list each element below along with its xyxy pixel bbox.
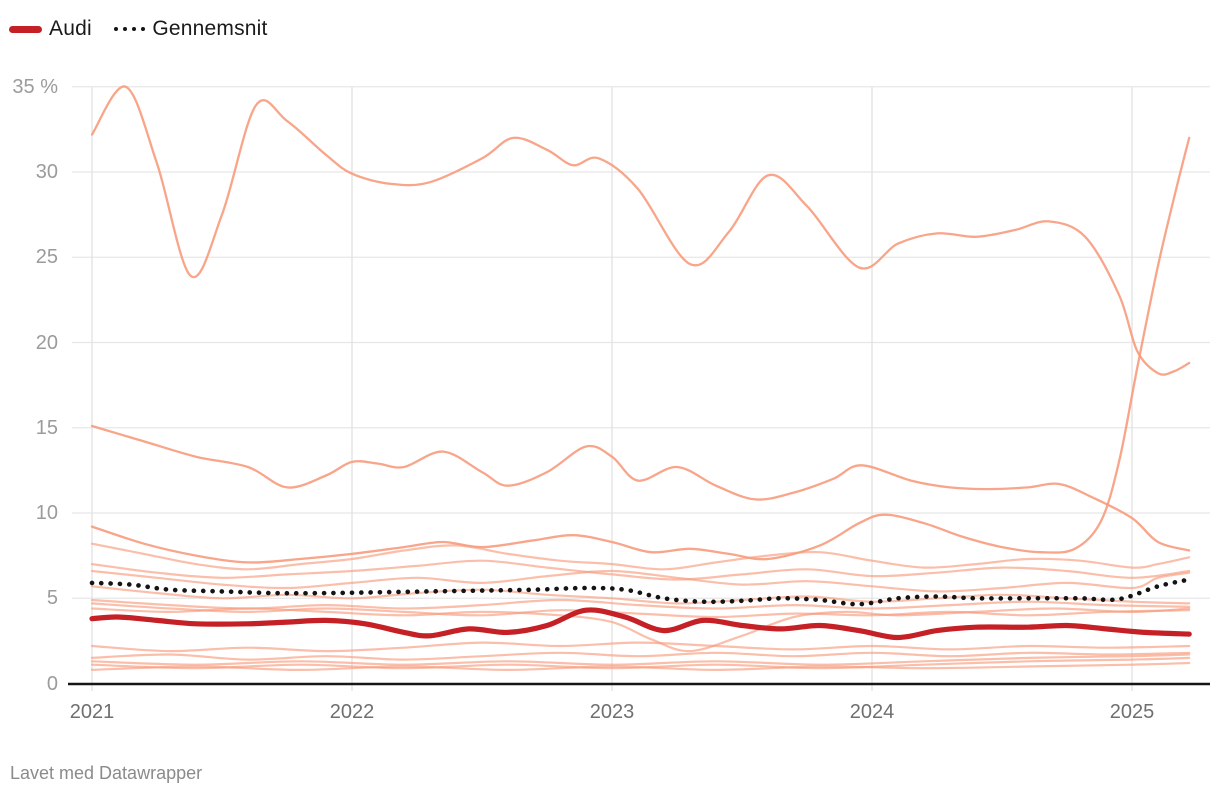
series-gennemsnit[interactable] [89,577,1192,607]
legend-item-audi[interactable]: Audi [9,17,92,41]
y-tick-label-5: 5 [46,587,58,610]
audi-line-swatch-icon [9,25,42,33]
chart-legend: Audi Gennemsnit [9,17,268,41]
y-tick-label-35: 35 % [12,75,58,98]
gennemsnit-dots-swatch-icon [113,26,146,32]
y-tick-label-0: 0 [46,672,58,695]
series-other-12[interactable] [90,651,1191,661]
series-other-13[interactable] [90,653,1191,666]
line-chart-plot[interactable] [0,0,1220,760]
y-tick-label-15: 15 [35,416,58,439]
y-tick-label-25: 25 [35,246,58,269]
series-other-8[interactable] [90,598,1191,610]
x-tick-label-2024: 2024 [849,701,895,723]
x-tick-label-2025: 2025 [1109,701,1155,723]
x-tick-label-2023: 2023 [589,701,635,723]
series-other-6[interactable] [90,569,1191,593]
series-other-2[interactable] [90,424,1191,552]
attribution-text: Lavet med Datawrapper [10,763,203,783]
legend-item-gennemsnit[interactable]: Gennemsnit [113,17,268,41]
legend-label-gennemsnit: Gennemsnit [152,17,268,40]
series-other-7[interactable] [90,585,1191,605]
x-tick-label-2022: 2022 [329,701,375,723]
series-other-15[interactable] [90,661,1191,671]
series-other-3[interactable] [90,136,1191,564]
series-other-9[interactable] [90,602,1191,619]
series-other-1[interactable] [90,85,1191,376]
series-other-4[interactable] [90,542,1191,571]
y-tick-label-10: 10 [35,502,58,524]
series-other-11[interactable] [90,641,1191,653]
y-tick-label-30: 30 [35,161,58,183]
series-other-5[interactable] [90,559,1191,581]
x-tick-label-2021: 2021 [69,701,115,723]
y-tick-label-20: 20 [35,331,58,354]
series-audi[interactable] [89,607,1192,641]
legend-label-audi: Audi [49,17,92,40]
